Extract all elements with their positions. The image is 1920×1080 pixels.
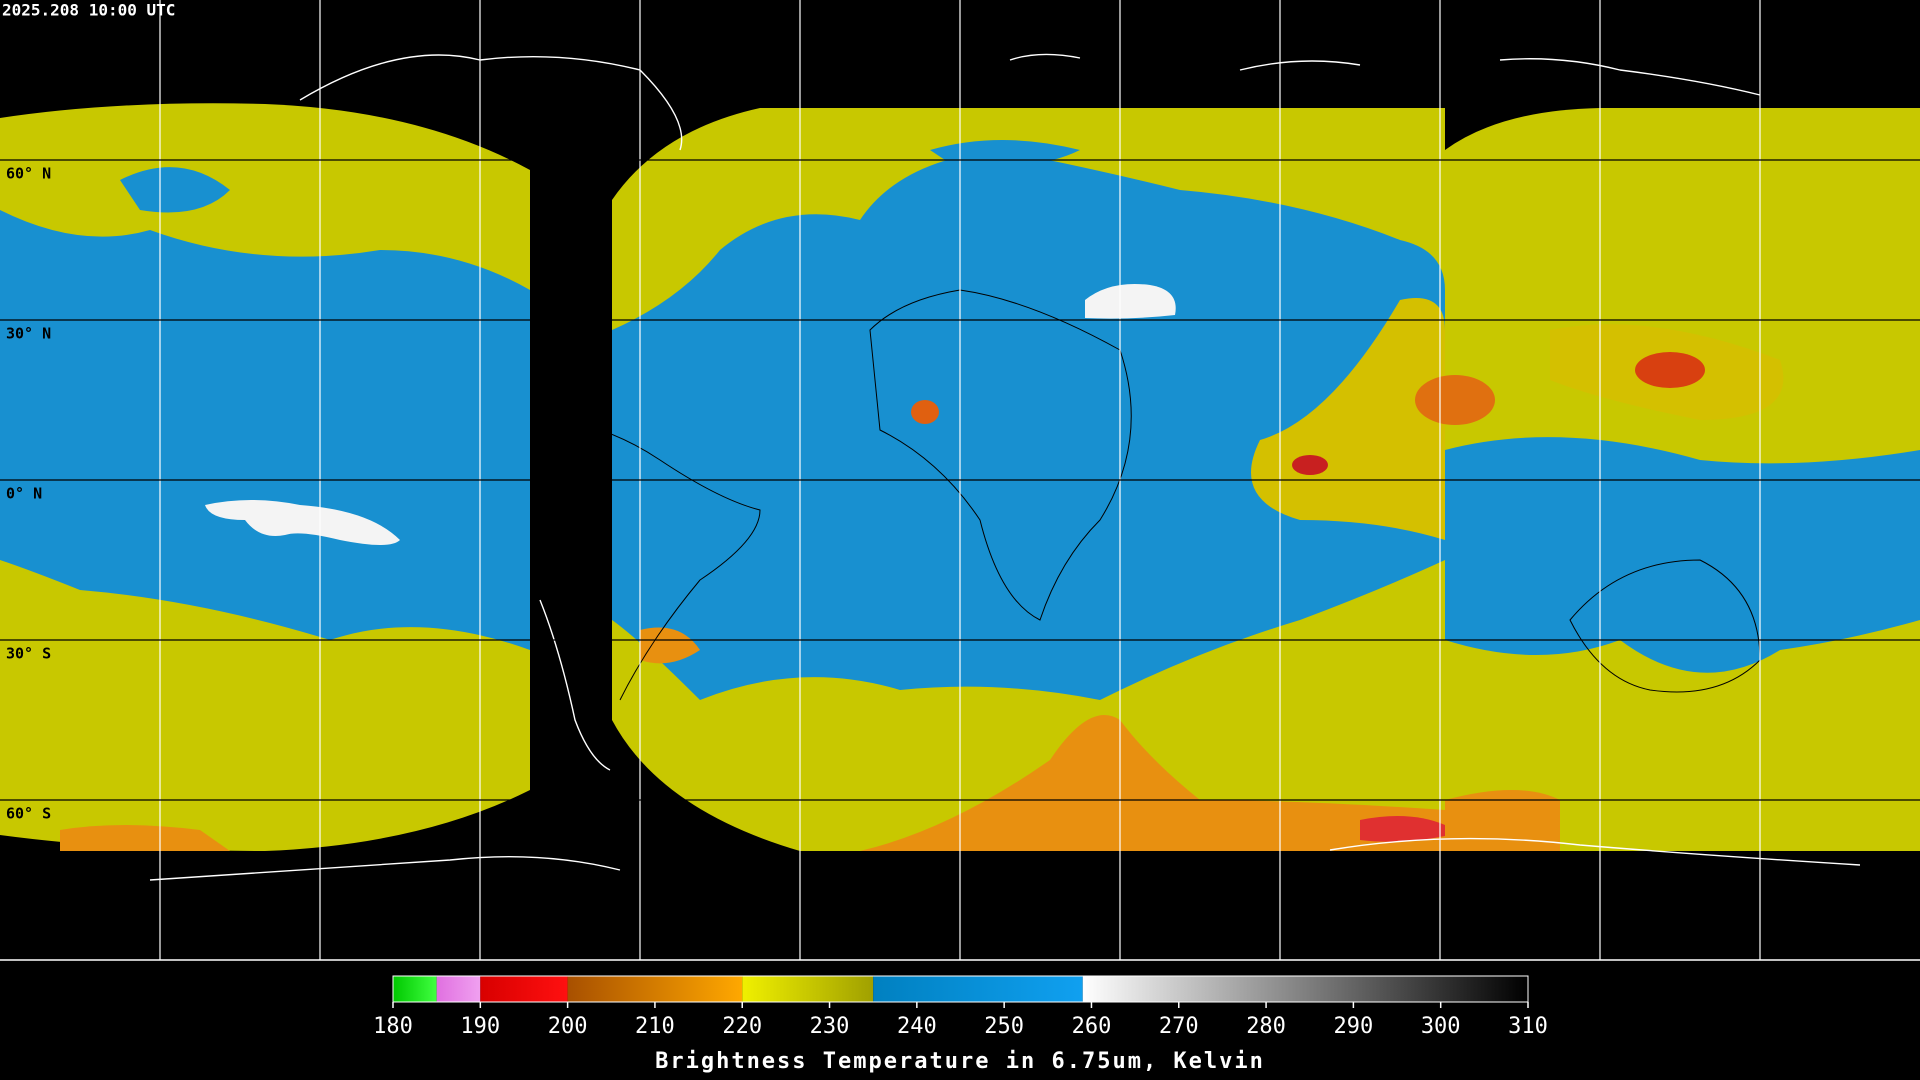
colorbar-tick-label: 290 bbox=[1334, 1014, 1374, 1039]
colorbar-tick-label: 260 bbox=[1072, 1014, 1112, 1039]
colorbar-tick-label: 220 bbox=[722, 1014, 762, 1039]
colorbar-frame bbox=[392, 975, 1529, 1003]
colorbar-tick-label: 270 bbox=[1159, 1014, 1199, 1039]
colorbar-tick-label: 190 bbox=[460, 1014, 500, 1039]
colorbar-segment bbox=[480, 976, 568, 1002]
colorbar-tick-label: 310 bbox=[1508, 1014, 1548, 1039]
colorbar-tick-label: 300 bbox=[1421, 1014, 1461, 1039]
colorbar-tick-label: 250 bbox=[984, 1014, 1024, 1039]
colorbar-title: Brightness Temperature in 6.75um, Kelvin bbox=[655, 1049, 1265, 1074]
colorbar-tick-label: 230 bbox=[810, 1014, 850, 1039]
colorbar-segment bbox=[1082, 976, 1528, 1002]
colorbar-tick-label: 200 bbox=[548, 1014, 588, 1039]
latitude-label: 30° N bbox=[6, 325, 51, 343]
colorbar-tick-label: 180 bbox=[373, 1014, 413, 1039]
latitude-label: 60° N bbox=[6, 165, 51, 183]
graticule: 60° N 30° N 0° N 30° S 60° S bbox=[0, 0, 1920, 961]
latitude-label: 60° S bbox=[6, 805, 51, 823]
colorbar-tick-label: 280 bbox=[1246, 1014, 1286, 1039]
colorbar-segment bbox=[436, 976, 481, 1002]
colorbar-segment bbox=[873, 976, 1083, 1002]
colorbar-segment bbox=[567, 976, 743, 1002]
latitude-label: 30° S bbox=[6, 645, 51, 663]
colorbar-tick-label: 240 bbox=[897, 1014, 937, 1039]
colorbar: 180 190 200 210 220 230 240 250 260 270 280 290 300 3… bbox=[373, 975, 1548, 1039]
latitude-label: 0° N bbox=[6, 485, 42, 503]
colorbar-segment bbox=[393, 976, 437, 1002]
colorbar-segment bbox=[742, 976, 874, 1002]
timestamp: 2025.208 10:00 UTC bbox=[2, 1, 175, 20]
colorbar-tick-label: 210 bbox=[635, 1014, 675, 1039]
